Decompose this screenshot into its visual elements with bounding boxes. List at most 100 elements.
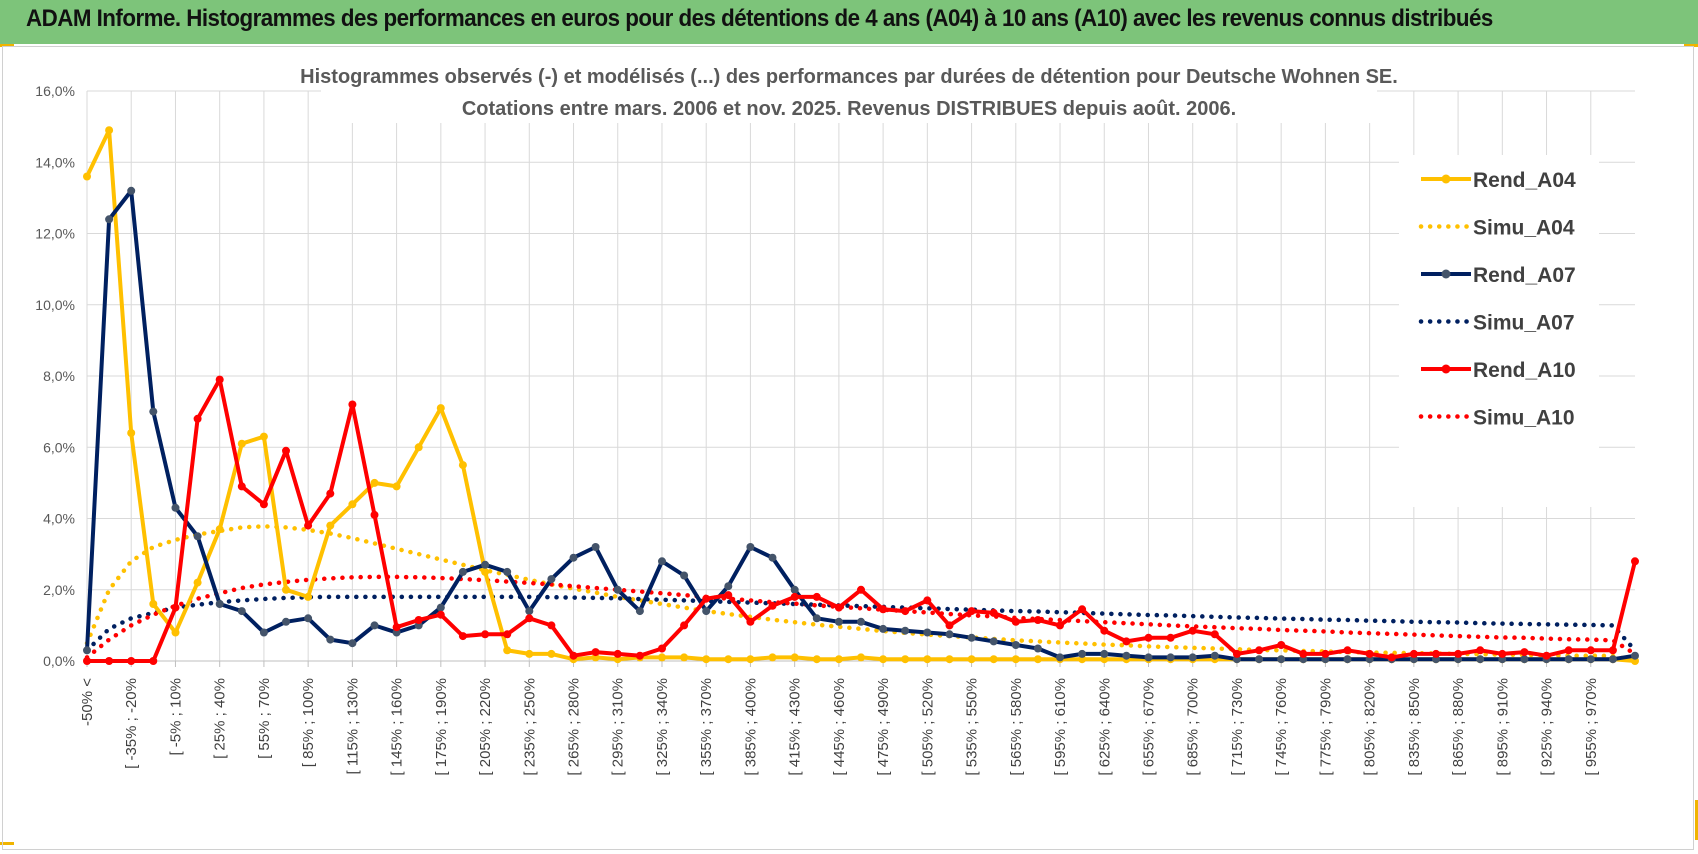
x-tick-label: [ 895% ; 910% xyxy=(1494,678,1511,776)
data-point xyxy=(879,605,888,614)
data-point xyxy=(1011,655,1020,664)
y-tick-label: 6,0% xyxy=(43,439,75,455)
data-point xyxy=(1100,626,1109,635)
data-point xyxy=(304,521,313,530)
data-point xyxy=(105,657,114,665)
data-point xyxy=(945,630,954,639)
data-point xyxy=(83,657,91,665)
data-point xyxy=(790,592,799,601)
data-point xyxy=(1299,649,1308,658)
data-point xyxy=(857,653,865,662)
data-point xyxy=(1078,649,1087,658)
data-point xyxy=(857,585,865,594)
x-tick-label: [ 835% ; 850% xyxy=(1406,678,1423,776)
data-point xyxy=(1255,646,1264,655)
data-point xyxy=(83,172,91,181)
data-point xyxy=(1586,655,1595,664)
data-point xyxy=(370,478,379,487)
data-point xyxy=(370,621,379,630)
x-tick-label: [ 385% ; 400% xyxy=(742,678,759,776)
x-tick-label: [ 415% ; 430% xyxy=(787,678,804,776)
data-point xyxy=(967,633,976,642)
y-tick-label: 8,0% xyxy=(43,368,75,384)
series-Simu_A07 xyxy=(84,594,1638,653)
data-point xyxy=(923,628,932,637)
legend-label: Simu_A04 xyxy=(1473,217,1575,240)
title-backdrop xyxy=(321,59,1377,123)
legend-label: Rend_A04 xyxy=(1473,169,1576,192)
data-point xyxy=(481,567,490,576)
report-title: ADAM Informe. Histogrammes des performan… xyxy=(26,5,1493,32)
data-point xyxy=(348,500,357,509)
data-point xyxy=(171,603,180,612)
data-point xyxy=(348,400,357,409)
data-point xyxy=(923,655,932,664)
x-tick-label: [ 235% ; 250% xyxy=(521,678,538,776)
data-point xyxy=(989,608,998,617)
data-point xyxy=(259,500,268,509)
x-tick-label: [ 55% ; 70% xyxy=(256,678,273,759)
data-point xyxy=(1564,655,1573,664)
series-Simu_A04 xyxy=(84,524,1638,664)
x-tick-label: [ 265% ; 280% xyxy=(566,678,583,776)
chart-title-line2: Cotations entre mars. 2006 et nov. 2025.… xyxy=(462,98,1236,120)
data-point xyxy=(282,617,290,626)
data-point xyxy=(1520,648,1529,657)
data-point xyxy=(525,649,534,658)
x-tick-label: -50% < xyxy=(79,678,96,726)
x-tick-label: [ 925% ; 940% xyxy=(1539,678,1556,776)
data-point xyxy=(1210,651,1219,660)
data-point xyxy=(834,655,843,664)
data-point xyxy=(680,621,689,630)
data-point xyxy=(1188,626,1197,635)
data-point xyxy=(746,543,755,551)
data-point xyxy=(392,623,401,632)
data-point xyxy=(658,557,666,566)
data-point xyxy=(790,585,799,594)
data-point xyxy=(436,603,445,612)
y-tick-label: 2,0% xyxy=(43,582,75,598)
title-banner: ADAM Informe. Histogrammes des performan… xyxy=(0,0,1698,44)
x-tick-label: [ 805% ; 820% xyxy=(1362,678,1379,776)
data-point xyxy=(724,655,733,664)
data-point xyxy=(658,653,666,662)
data-point xyxy=(1100,649,1109,658)
y-axis-ticks: 0,0% 2,0% 4,0% 6,0% 8,0% 10,0% 12,0% 14,0% 16,0% xyxy=(35,83,75,669)
data-point xyxy=(746,617,755,626)
data-point xyxy=(1343,655,1352,664)
data-point xyxy=(1255,655,1264,664)
data-point xyxy=(1343,646,1352,655)
legend-item: Simu_A07 xyxy=(1418,312,1575,335)
data-point xyxy=(1033,655,1042,664)
data-point xyxy=(1210,630,1219,639)
data-point xyxy=(1122,637,1131,646)
data-point xyxy=(879,624,888,633)
data-point xyxy=(193,578,202,587)
x-tick-label: [ 295% ; 310% xyxy=(610,678,627,776)
data-point xyxy=(834,617,843,626)
data-point xyxy=(945,655,954,664)
data-point xyxy=(1498,649,1507,658)
x-tick-label: [ 685% ; 700% xyxy=(1185,678,1202,776)
data-point xyxy=(901,607,910,616)
data-point xyxy=(149,407,158,416)
series-Simu_A10 xyxy=(84,574,1638,660)
data-point xyxy=(215,600,224,608)
data-point xyxy=(680,571,689,580)
y-tick-label: 4,0% xyxy=(43,511,75,527)
data-point xyxy=(1056,621,1064,630)
x-tick-label: [ 205% ; 220% xyxy=(477,678,494,776)
data-point xyxy=(702,594,711,603)
data-point xyxy=(901,655,910,664)
y-tick-label: 14,0% xyxy=(35,154,75,170)
data-point xyxy=(1476,655,1485,664)
series-Rend_A10 xyxy=(83,375,1639,665)
data-point xyxy=(569,651,578,660)
legend-marker xyxy=(1441,174,1451,184)
data-point xyxy=(127,429,136,437)
data-point xyxy=(1122,651,1131,660)
x-tick-label: [ 355% ; 370% xyxy=(698,678,715,776)
legend-item: Simu_A04 xyxy=(1418,217,1575,240)
x-tick-label: [ 775% ; 790% xyxy=(1317,678,1334,776)
